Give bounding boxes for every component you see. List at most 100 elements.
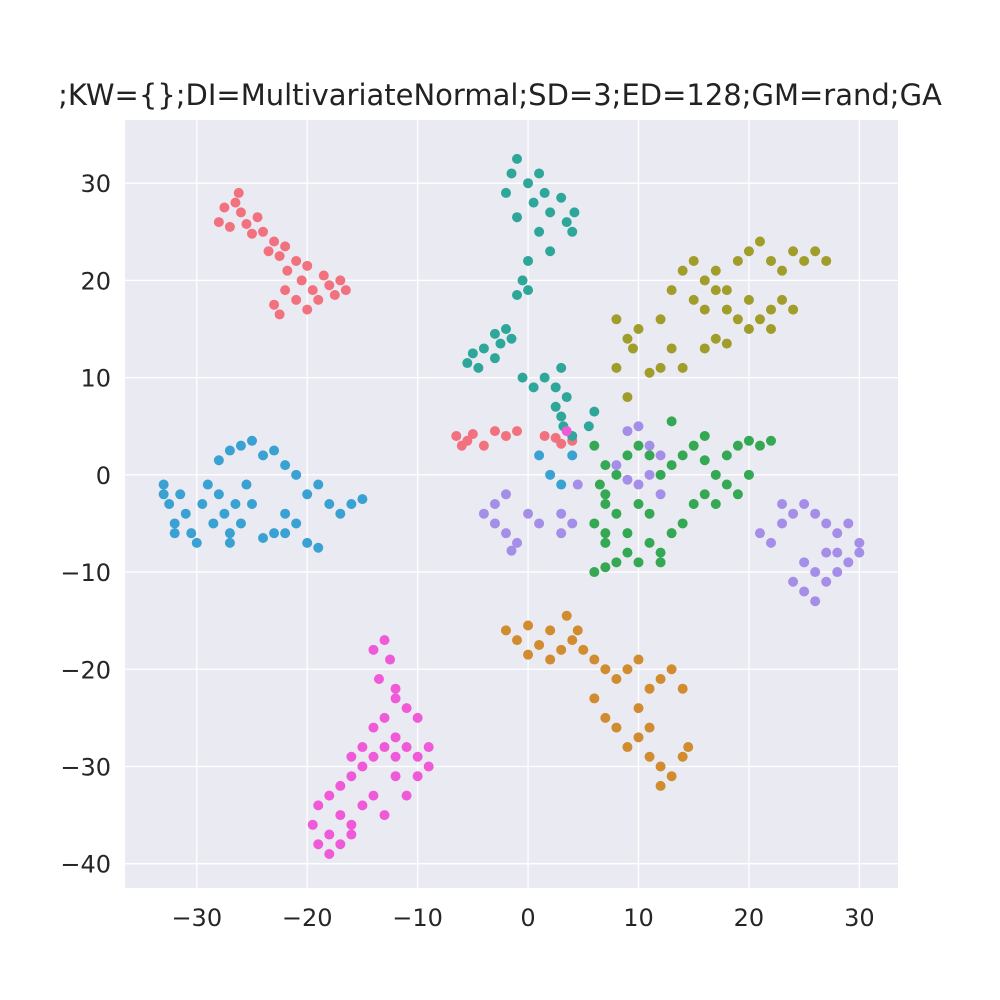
data-point-3 [644, 450, 655, 461]
data-point-3 [600, 528, 611, 539]
data-point-7 [390, 732, 401, 743]
data-points [158, 153, 865, 859]
data-point-4 [495, 338, 506, 349]
data-point-3 [600, 562, 611, 573]
data-point-6 [832, 567, 843, 578]
data-point-5 [213, 455, 224, 466]
data-point-5 [567, 450, 578, 461]
data-point-0 [241, 219, 252, 230]
data-point-3 [622, 528, 633, 539]
data-point-1 [572, 625, 583, 636]
data-point-6 [777, 518, 788, 529]
data-point-6 [506, 545, 517, 556]
data-point-2 [743, 246, 754, 257]
data-point-6 [810, 596, 821, 607]
y-axis-ticks: −40 −30 −20 −10 0 10 20 30 [60, 170, 111, 879]
data-point-6 [633, 421, 644, 432]
data-point-4 [545, 246, 556, 257]
data-point-4 [528, 382, 539, 393]
data-point-7 [412, 712, 423, 723]
data-point-0 [230, 197, 241, 208]
data-point-6 [534, 518, 545, 529]
data-point-0 [512, 426, 523, 437]
data-point-3 [743, 469, 754, 480]
data-point-6 [655, 489, 666, 500]
data-point-5 [313, 542, 324, 553]
data-point-3 [666, 460, 677, 471]
data-point-1 [545, 625, 556, 636]
data-point-6 [777, 499, 788, 509]
data-point-7 [307, 819, 318, 830]
data-point-6 [523, 508, 534, 519]
data-point-6 [572, 479, 583, 490]
data-point-4 [556, 411, 567, 422]
data-point-1 [622, 664, 633, 675]
data-point-4 [556, 192, 567, 203]
data-point-2 [821, 255, 832, 266]
data-point-5 [302, 489, 313, 500]
data-point-7 [379, 810, 390, 821]
data-point-4 [512, 289, 523, 300]
data-point-7 [373, 673, 384, 684]
data-point-7 [357, 800, 368, 811]
data-point-6 [832, 528, 843, 539]
data-point-1 [611, 722, 622, 733]
data-point-3 [710, 469, 721, 480]
x-tick-label: −20 [282, 904, 333, 932]
data-point-1 [677, 751, 688, 762]
data-point-6 [799, 557, 810, 568]
data-point-2 [688, 255, 699, 266]
data-point-1 [545, 654, 556, 665]
data-point-5 [158, 479, 169, 490]
data-point-6 [788, 508, 799, 519]
data-point-6 [556, 508, 567, 519]
data-point-6 [821, 518, 832, 529]
data-point-3 [677, 518, 688, 529]
data-point-5 [224, 537, 235, 548]
data-point-4 [534, 226, 545, 237]
data-point-3 [699, 430, 710, 441]
data-point-5 [313, 479, 324, 490]
data-point-3 [600, 460, 611, 471]
data-point-2 [721, 304, 732, 315]
data-point-1 [633, 703, 644, 714]
data-point-2 [810, 246, 821, 257]
data-point-1 [600, 664, 611, 675]
data-point-0 [296, 275, 307, 286]
data-point-4 [489, 328, 500, 339]
data-point-2 [688, 294, 699, 305]
data-point-4 [589, 406, 600, 417]
data-point-0 [302, 260, 313, 271]
data-point-5 [235, 440, 246, 451]
data-point-2 [622, 392, 633, 403]
data-point-7 [324, 829, 335, 840]
data-point-2 [699, 343, 710, 354]
data-point-4 [556, 362, 567, 373]
data-point-2 [743, 324, 754, 335]
data-point-4 [517, 275, 528, 286]
data-point-2 [677, 362, 688, 373]
y-tick-label: 30 [80, 170, 111, 198]
data-point-5 [169, 528, 180, 539]
data-point-0 [324, 280, 335, 291]
data-point-2 [710, 285, 721, 296]
data-point-2 [666, 343, 677, 354]
data-point-4 [473, 362, 484, 373]
data-point-1 [556, 644, 567, 655]
x-tick-label: 10 [623, 904, 654, 932]
data-point-7 [401, 790, 412, 801]
data-point-2 [766, 324, 777, 335]
data-point-0 [233, 187, 244, 198]
data-point-7 [379, 742, 390, 753]
data-point-0 [489, 426, 500, 437]
data-point-3 [732, 440, 743, 451]
data-point-6 [633, 479, 644, 490]
data-point-0 [462, 435, 473, 446]
data-point-4 [517, 372, 528, 383]
data-point-7 [335, 780, 346, 791]
data-point-4 [467, 348, 478, 359]
data-point-5 [280, 460, 291, 471]
data-point-7 [379, 635, 390, 646]
data-point-4 [545, 207, 556, 218]
